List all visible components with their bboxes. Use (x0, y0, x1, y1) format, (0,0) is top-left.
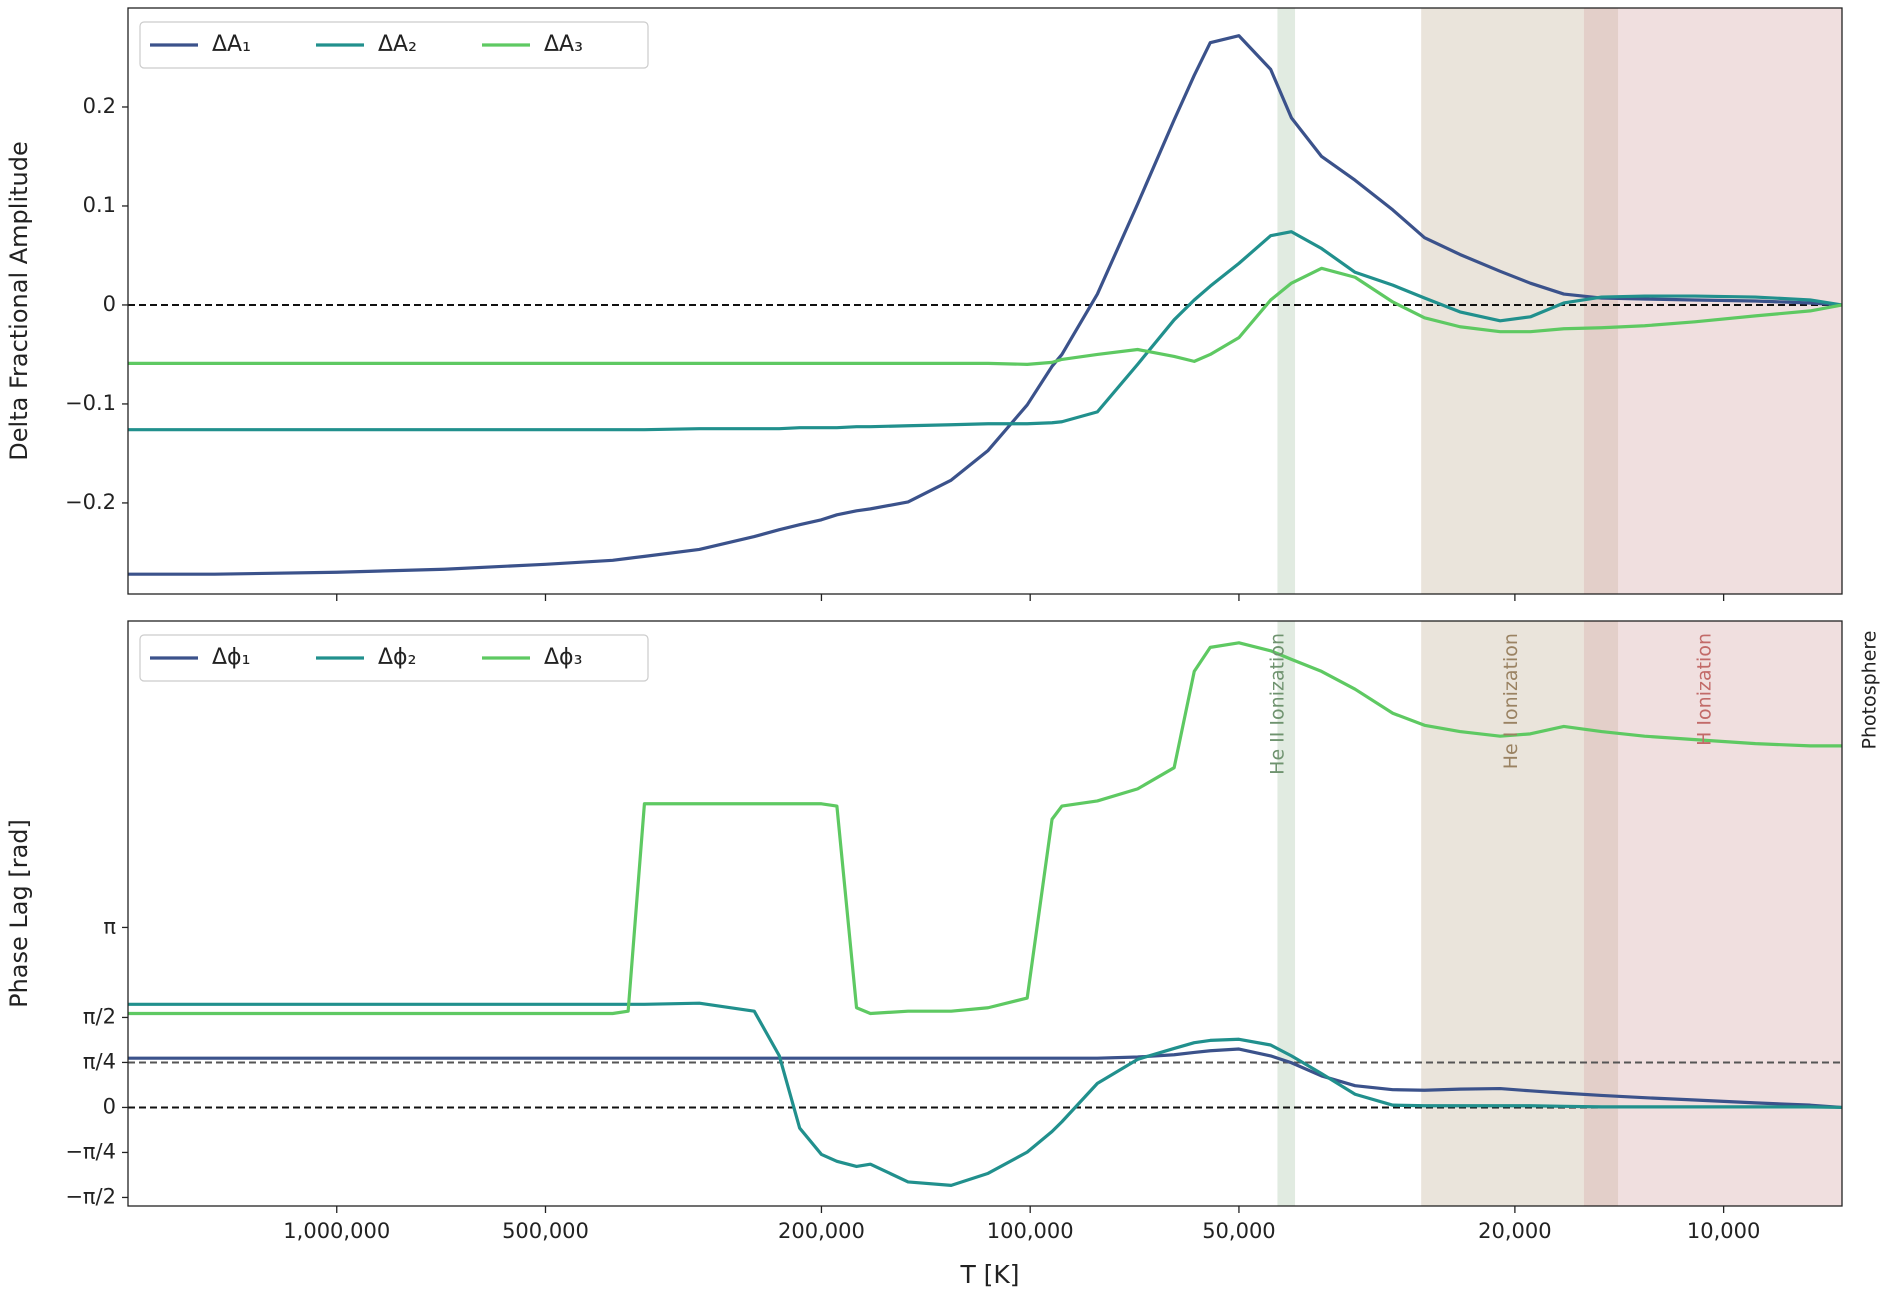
legend-box (139, 634, 649, 682)
series-line (128, 266, 1842, 366)
region (1277, 8, 1296, 594)
y-tick-label: 0.1 (83, 193, 116, 217)
x-tick-label: 50,000 (1202, 1219, 1275, 1243)
region-label: He II Ionization (1267, 633, 1289, 775)
photosphere-label: Photosphere (1859, 631, 1880, 750)
series-line (128, 1001, 1842, 1187)
y-tick-label: −0.2 (65, 490, 116, 514)
axes-frame (127, 620, 1843, 1207)
region (1421, 621, 1619, 1206)
x-axis-label: T [K] (959, 1260, 1019, 1289)
x-tick-label: 20,000 (1478, 1219, 1551, 1243)
region-label: H Ionization (1693, 633, 1715, 746)
y-tick-label: −0.1 (65, 391, 116, 415)
x-tick-label: 1,000,000 (283, 1219, 390, 1243)
y-axis-label: Phase Lag [rad] (5, 819, 33, 1008)
x-tick-label: 100,000 (987, 1219, 1074, 1243)
y-tick-label: 0 (103, 292, 116, 316)
x-tick-label: 200,000 (778, 1219, 865, 1243)
region (1583, 621, 1842, 1206)
legend-label: Δϕ₃ (544, 645, 582, 670)
legend-label: ΔA₂ (378, 32, 417, 57)
y-tick-label: π (103, 914, 116, 938)
legend-label: ΔA₃ (544, 32, 583, 57)
axes-frame (127, 7, 1843, 595)
series-line (128, 1047, 1842, 1110)
legend-label: Δϕ₁ (212, 645, 250, 670)
y-tick-label: −π/2 (65, 1184, 116, 1208)
y-tick-label: 0 (103, 1094, 116, 1118)
series-line (128, 34, 1842, 576)
series-line (128, 230, 1842, 432)
y-axis-label: Delta Fractional Amplitude (5, 141, 33, 460)
legend-label: Δϕ₂ (378, 645, 416, 670)
y-tick-label: π/2 (83, 1004, 116, 1028)
x-tick-label: 10,000 (1687, 1219, 1760, 1243)
plot-area (128, 621, 1842, 1206)
x-tick-label: 500,000 (502, 1219, 589, 1243)
series-line (128, 641, 1842, 1016)
region-label: He I Ionization (1500, 633, 1522, 769)
legend-box (139, 21, 649, 69)
plot-area (128, 8, 1842, 594)
y-tick-label: π/4 (83, 1049, 116, 1073)
y-tick-label: 0.2 (83, 94, 116, 118)
legend-label: ΔA₁ (212, 32, 251, 57)
y-tick-label: −π/4 (65, 1139, 116, 1163)
